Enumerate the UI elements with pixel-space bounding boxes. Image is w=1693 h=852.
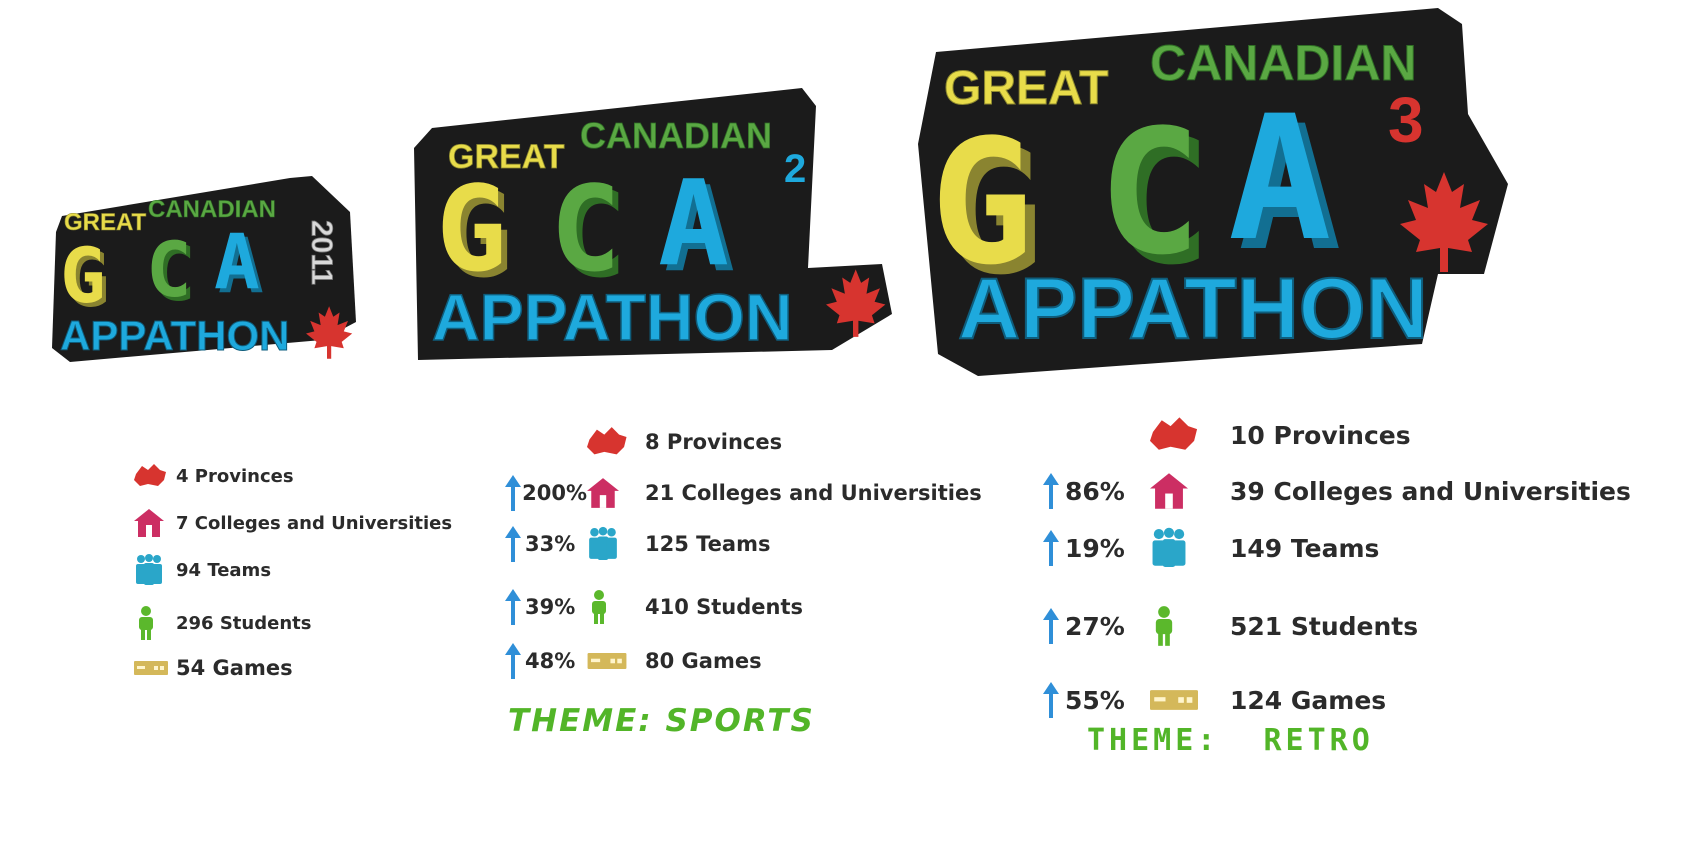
svg-text:G: G: [436, 160, 507, 298]
logo-canadian: CANADIAN: [148, 196, 276, 223]
logo-great: GREAT: [448, 138, 565, 176]
svg-text:G: G: [930, 102, 1034, 303]
teams-icon: [587, 526, 645, 562]
svg-text:G: G: [940, 112, 1044, 313]
teams-icon: [1150, 526, 1230, 570]
logo-canadian: CANADIAN: [1150, 35, 1417, 91]
stat-label: 521 Students: [1230, 611, 1419, 641]
stat-colleges: 200% 21 Colleges and Universities: [505, 475, 982, 511]
svg-text:C: C: [1098, 92, 1202, 293]
stat-label: 4 Provinces: [176, 465, 294, 487]
stat-label: 7 Colleges and Universities: [176, 512, 453, 534]
stat-label: 124 Games: [1230, 685, 1387, 715]
logo-superscript: 2: [784, 147, 806, 191]
svg-text:A: A: [658, 154, 729, 292]
change-percent: 55%: [1065, 685, 1125, 715]
change-percent: 200%: [522, 481, 587, 505]
stat-provinces: 4 Provinces: [134, 464, 294, 488]
svg-text:A: A: [1238, 88, 1342, 289]
logo-great: GREAT: [64, 209, 147, 236]
svg-text:C: C: [556, 166, 627, 304]
stat-teams: 94 Teams: [134, 554, 271, 586]
student-icon: [587, 588, 645, 626]
stat-label: 125 Teams: [645, 532, 771, 556]
svg-text:A: A: [214, 217, 260, 306]
stat-provinces: 10 Provinces: [1150, 416, 1411, 454]
stat-label: 80 Games: [645, 649, 762, 673]
svg-text:G: G: [442, 166, 513, 304]
stat-provinces: 8 Provinces: [587, 426, 782, 458]
stat-label: 296 Students: [176, 612, 312, 634]
change-percent: 39%: [525, 595, 576, 619]
logo-canadian: CANADIAN: [580, 115, 772, 156]
maple-leaf-icon: [826, 269, 886, 337]
maple-leaf-icon: [1400, 172, 1488, 272]
svg-text:A: A: [218, 221, 264, 310]
stat-teams: 19% 149 Teams: [1043, 526, 1379, 570]
stat-label: 39 Colleges and Universities: [1230, 476, 1631, 506]
up-arrow-icon: [505, 475, 522, 511]
gca-2011-logo: GREAT CANADIAN G G C C A A 2011 APPATHON: [50, 172, 370, 368]
svg-text:C: C: [550, 160, 621, 298]
change-percent: 33%: [525, 532, 576, 556]
theme-label: THEME: SPORTS: [508, 703, 815, 739]
up-arrow-icon: [505, 589, 525, 625]
svg-text:A: A: [1228, 78, 1332, 279]
stat-students: 296 Students: [134, 606, 311, 640]
teams-icon: [134, 554, 176, 586]
logo-appathon: APPATHON: [60, 312, 289, 359]
canada-map-icon: [1150, 416, 1230, 454]
stat-label: 10 Provinces: [1230, 420, 1411, 450]
house-icon: [1150, 472, 1230, 510]
stat-games: 48% 80 Games: [505, 643, 762, 679]
up-arrow-icon: [505, 526, 525, 562]
up-arrow-icon: [1043, 473, 1065, 509]
up-arrow-icon: [1043, 682, 1065, 718]
svg-text:G: G: [60, 231, 106, 320]
logo-superscript: 3: [1388, 84, 1424, 156]
stat-colleges: 86% 39 Colleges and Universities: [1043, 472, 1631, 510]
svg-text:C: C: [150, 229, 196, 318]
game-controller-icon: [134, 661, 176, 675]
game-controller-icon: [1150, 690, 1230, 710]
svg-text:C: C: [1108, 102, 1212, 303]
game-controller-icon: [587, 653, 645, 669]
svg-text:A: A: [664, 160, 735, 298]
change-percent: 19%: [1065, 533, 1125, 563]
house-icon: [134, 509, 176, 537]
up-arrow-icon: [1043, 530, 1065, 566]
up-arrow-icon: [1043, 608, 1065, 644]
stat-teams: 33% 125 Teams: [505, 526, 770, 562]
gca2-logo: GREAT CANADIAN G G C C A A 2 APPATHON: [412, 88, 900, 368]
stat-label: 94 Teams: [176, 559, 272, 581]
change-percent: 27%: [1065, 611, 1125, 641]
canada-map-icon: [587, 426, 645, 458]
change-percent: 48%: [525, 649, 576, 673]
stat-students: 27% 521 Students: [1043, 602, 1418, 650]
student-icon: [134, 606, 176, 640]
maple-leaf-icon: [306, 306, 353, 359]
change-percent: 86%: [1065, 476, 1125, 506]
house-icon: [587, 477, 645, 509]
gca3-logo: GREAT CANADIAN G G C C A A 3 APPATHON: [918, 4, 1518, 384]
up-arrow-icon: [505, 643, 525, 679]
logo-appathon: APPATHON: [958, 261, 1428, 357]
stat-label: 54 Games: [176, 656, 293, 680]
svg-text:G: G: [64, 235, 110, 324]
stat-label: 8 Provinces: [645, 430, 783, 454]
stat-students: 39% 410 Students: [505, 588, 803, 626]
stat-games: 54 Games: [134, 656, 293, 680]
theme-label: THEME: RETRO: [1087, 723, 1374, 758]
stat-label: 410 Students: [645, 595, 804, 619]
logo-great: GREAT: [944, 62, 1108, 115]
logo-appathon: APPATHON: [432, 280, 793, 354]
stat-colleges: 7 Colleges and Universities: [134, 509, 452, 537]
stat-label: 21 Colleges and Universities: [645, 481, 982, 505]
canada-map-icon: [134, 464, 176, 488]
stat-label: 149 Teams: [1230, 533, 1380, 563]
stat-games: 55% 124 Games: [1043, 682, 1386, 718]
student-icon: [1150, 602, 1230, 650]
logo-year: 2011: [305, 220, 338, 285]
svg-text:C: C: [146, 225, 192, 314]
